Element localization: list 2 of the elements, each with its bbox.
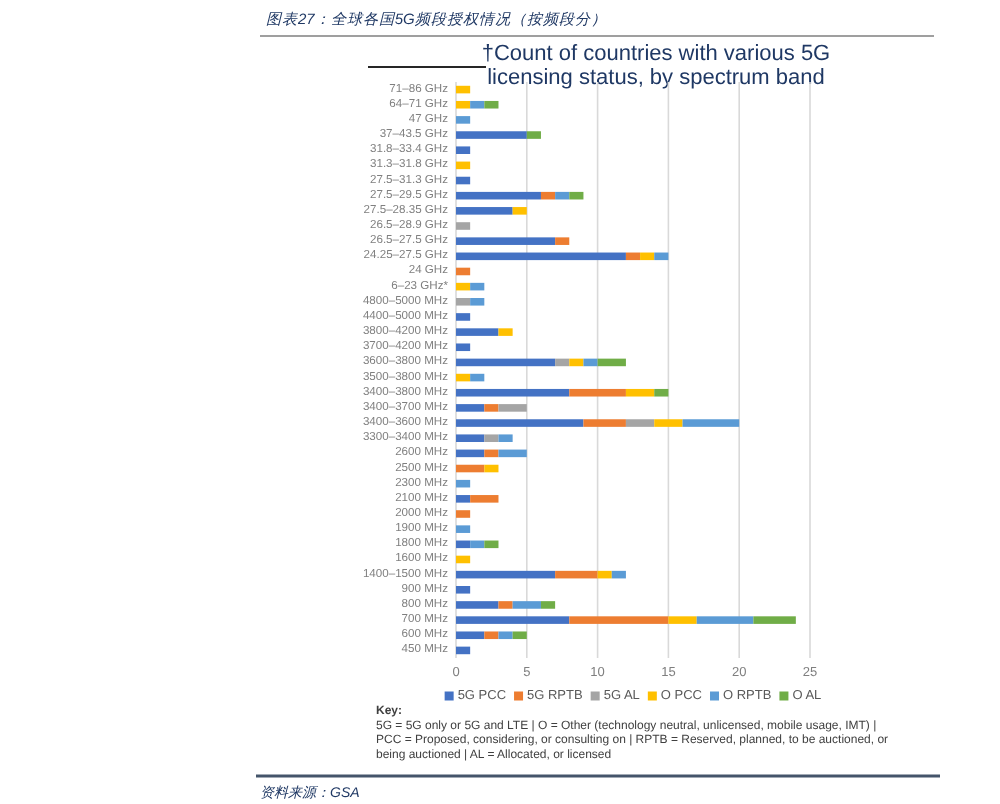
subtitle: licensing status, by spectrum band [487, 66, 825, 90]
subtitle: †Count of countries with various 5G [481, 42, 831, 66]
